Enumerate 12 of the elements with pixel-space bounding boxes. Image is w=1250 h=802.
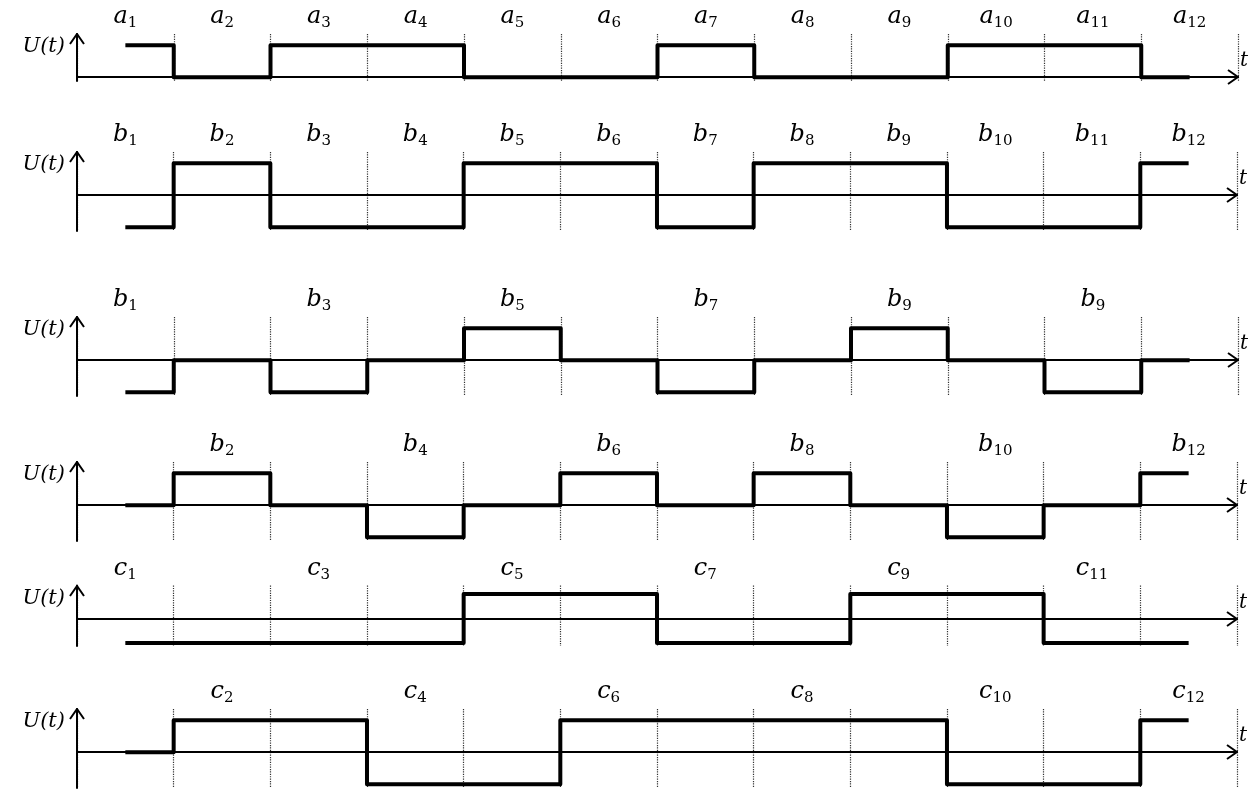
y-axis-title: U(t) [22, 33, 65, 58]
x-axis-title: t [1238, 475, 1248, 500]
x-axis-title: t [1240, 330, 1249, 355]
y-axis-title: U(t) [22, 461, 65, 486]
y-axis-title: U(t) [22, 316, 65, 341]
x-axis-title: t [1238, 722, 1248, 747]
y-axis-title: U(t) [22, 151, 65, 176]
x-axis-title: t [1238, 165, 1248, 190]
y-axis-title: U(t) [22, 708, 65, 733]
y-axis-title: U(t) [22, 585, 65, 609]
x-axis-title: t [1240, 47, 1249, 72]
x-axis-title: t [1238, 588, 1248, 613]
